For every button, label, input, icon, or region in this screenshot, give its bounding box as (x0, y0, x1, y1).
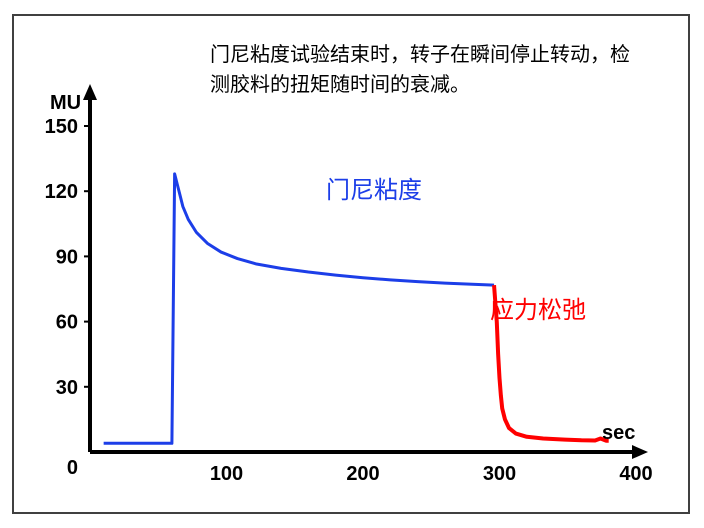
x-axis-title: sec (602, 422, 635, 445)
chart-canvas: 门尼粘度试验结束时，转子在瞬间停止转动，检测胶料的扭矩随时间的衰减。 03060… (0, 0, 704, 528)
y-tick-label: 150 (45, 116, 78, 138)
y-tick-label: 90 (56, 246, 78, 268)
chart-svg: 0 30 60 90 120 150 100 200 300 400 (0, 0, 704, 528)
series-label-relax: 应力松弛 (490, 290, 586, 325)
series-mooney (104, 174, 494, 443)
x-tick-label: 300 (483, 463, 516, 485)
y-tick-label: 120 (45, 181, 78, 203)
y-axis-title: MU (50, 92, 81, 115)
x-tick-label: 100 (210, 463, 243, 485)
y-tick-label: 30 (56, 377, 78, 399)
series-label-mooney: 门尼粘度 (326, 170, 422, 205)
y-tick-label: 0 (67, 457, 78, 479)
x-tick-label: 200 (346, 463, 379, 485)
y-tick-label: 60 (56, 312, 78, 334)
x-tick-label: 400 (619, 463, 652, 485)
